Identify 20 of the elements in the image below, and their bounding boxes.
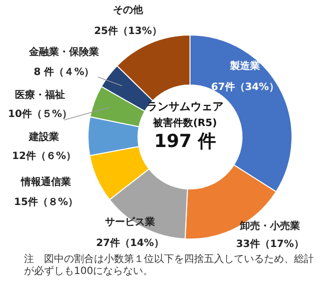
data-label: 12件（６%） <box>12 150 76 162</box>
slice-label: その他 <box>113 4 144 16</box>
slice-label: サービス業 <box>105 216 155 228</box>
slice-label: 製造業 <box>229 60 260 72</box>
slice-label: 医療・福祉 <box>15 88 65 100</box>
data-label: 10件（５%） <box>8 108 72 120</box>
data-label: 25件（13%） <box>94 24 162 36</box>
slice-label: 卸売・小売業 <box>239 220 300 232</box>
slice-label: 情報通信業 <box>20 176 71 188</box>
text: 注 図中の割合は小数第１位以下を四捨五入しているため、総計が必ずしも100にならない。 <box>24 254 314 278</box>
text: ランサムウェア <box>146 100 224 114</box>
data-label: 27件（14%） <box>96 236 164 248</box>
data-label: 8 件（４%） <box>34 66 94 78</box>
data-label: 15件（８%） <box>14 196 78 208</box>
slice-label: 金融業・保険業 <box>28 46 99 58</box>
slice-label: 建設業 <box>28 130 59 142</box>
data-label: 67件（34%） <box>211 80 279 92</box>
data-label: 33件（17%） <box>236 238 304 250</box>
text: 被害件数(R5) <box>152 117 218 131</box>
text: 197 件 <box>153 131 217 153</box>
